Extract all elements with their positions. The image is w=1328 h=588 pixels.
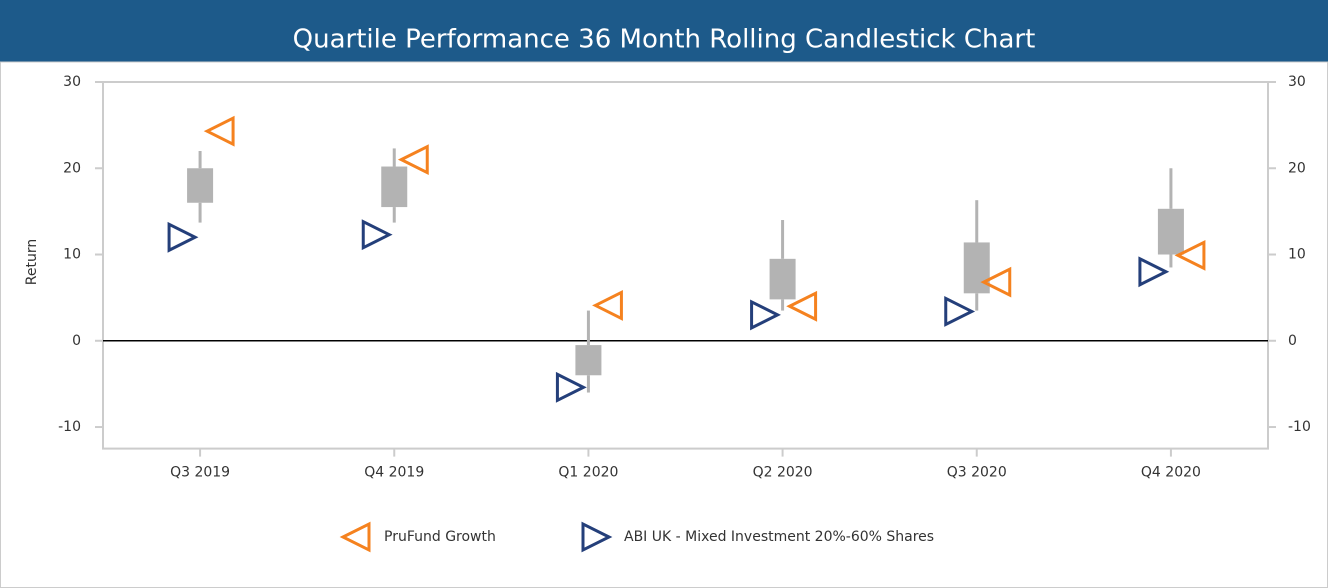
legend-marker xyxy=(581,521,613,553)
x-tick-label: Q1 2020 xyxy=(558,465,618,481)
marker xyxy=(397,144,429,176)
y2-tick-label: 30 xyxy=(1288,74,1306,90)
y-tick-label: 30 xyxy=(63,74,81,90)
y2-tick-label: 0 xyxy=(1288,333,1297,349)
marker xyxy=(1174,239,1206,271)
y-axis-label: Return xyxy=(24,239,40,285)
y-tick-label: 10 xyxy=(63,247,81,263)
box xyxy=(1157,208,1184,255)
marker xyxy=(592,289,623,321)
marker xyxy=(1138,256,1170,288)
y2-tick-label: 10 xyxy=(1288,247,1306,263)
legend-label: PruFund Growth xyxy=(384,529,496,545)
y-tick-label: -10 xyxy=(58,419,81,435)
x-tick-label: Q3 2019 xyxy=(170,465,230,481)
legend-marker xyxy=(339,521,371,553)
marker xyxy=(203,115,235,147)
plot-frame xyxy=(102,81,1269,450)
marker xyxy=(555,371,587,403)
y2-tick-label: 20 xyxy=(1288,160,1306,176)
box xyxy=(769,258,796,300)
marker xyxy=(750,299,781,331)
y2-tick-label: -10 xyxy=(1288,419,1311,435)
marker xyxy=(167,221,199,253)
chart-title: Quartile Performance 36 Month Rolling Ca… xyxy=(293,25,1036,55)
legend-label: ABI UK - Mixed Investment 20%-60% Shares xyxy=(624,529,934,545)
x-tick-label: Q4 2020 xyxy=(1141,465,1201,481)
y-tick-label: 20 xyxy=(63,160,81,176)
box xyxy=(381,166,408,208)
box xyxy=(187,168,214,203)
marker xyxy=(980,266,1012,298)
x-tick-label: Q2 2020 xyxy=(753,465,813,481)
marker xyxy=(361,219,393,251)
x-tick-label: Q3 2020 xyxy=(947,465,1007,481)
y-tick-label: 0 xyxy=(72,333,81,349)
frame xyxy=(0,61,1328,588)
title-bar xyxy=(0,0,1328,62)
box xyxy=(963,242,990,294)
marker xyxy=(944,296,976,327)
box xyxy=(575,345,602,376)
x-tick-label: Q4 2019 xyxy=(364,465,424,481)
marker xyxy=(786,290,818,322)
